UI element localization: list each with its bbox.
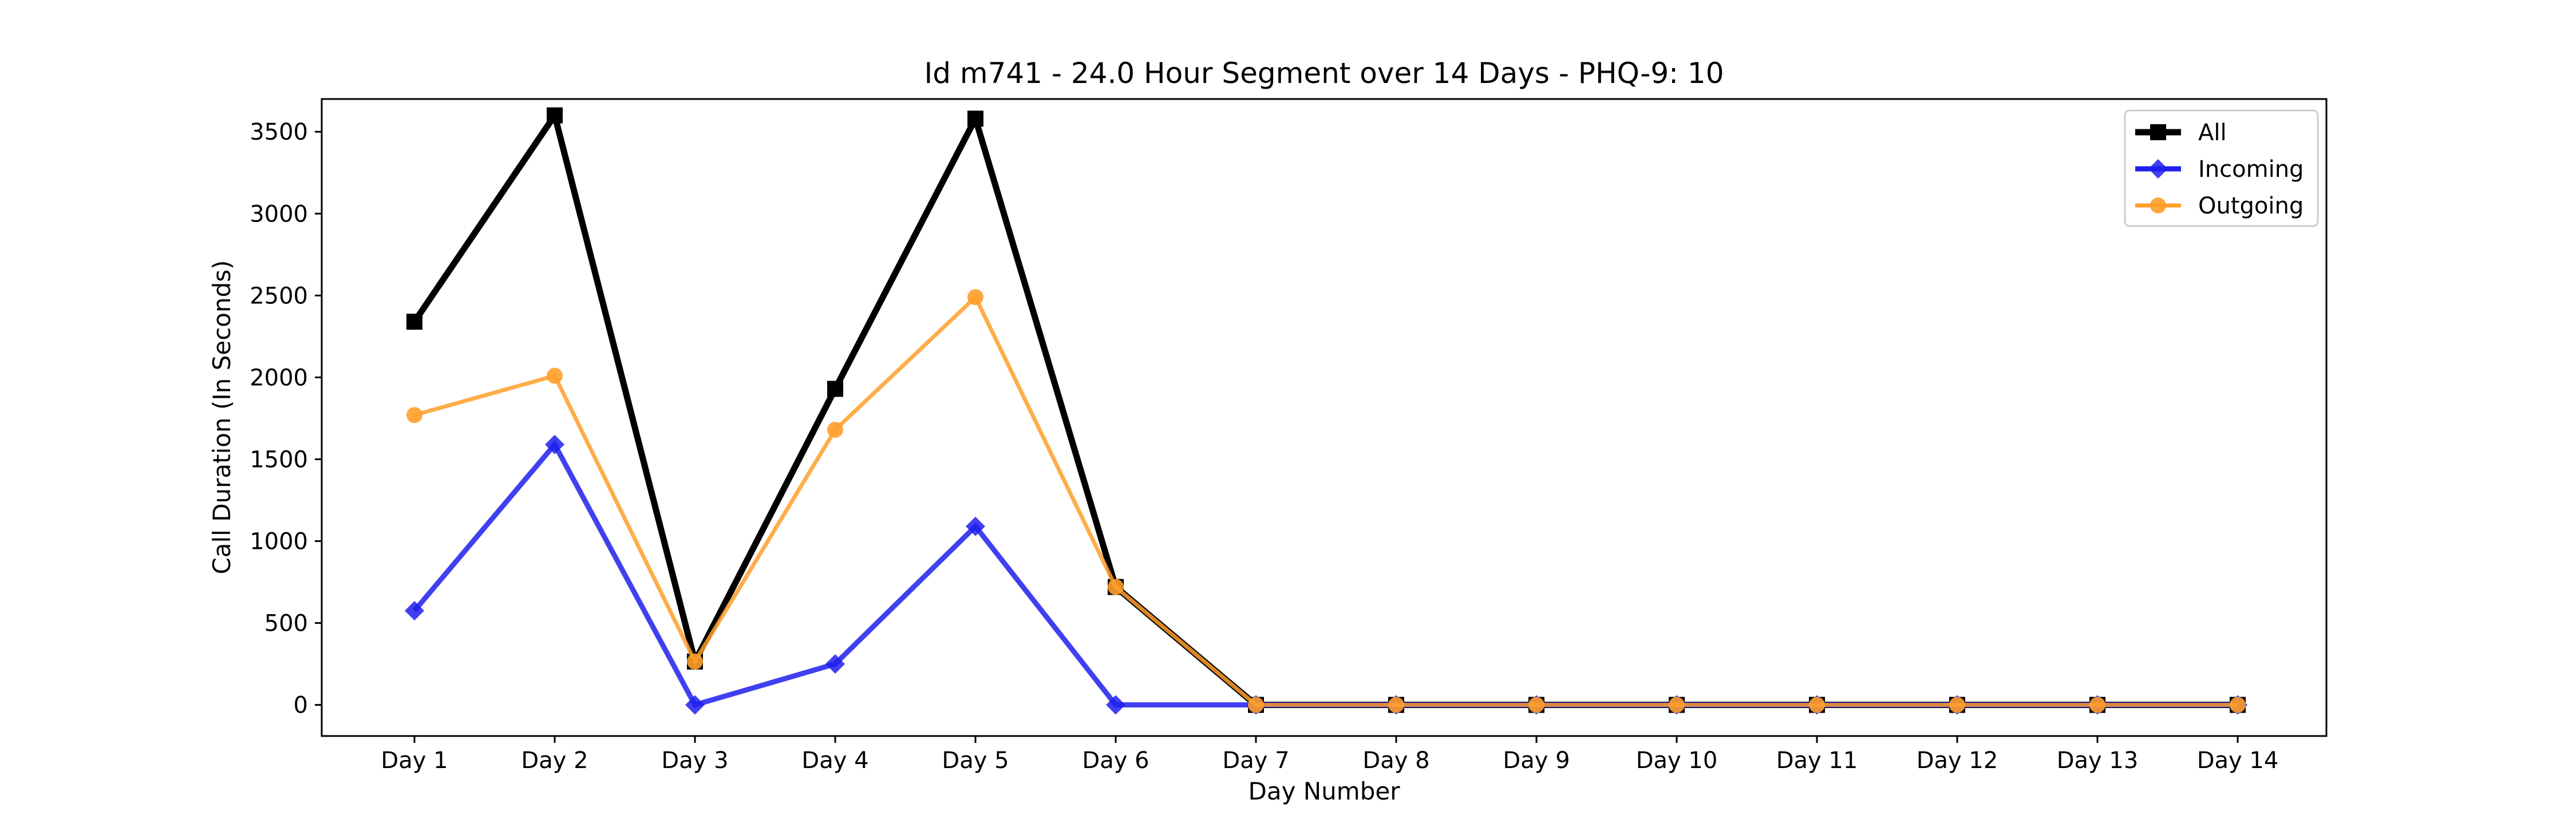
x-tick-label: Day 13 bbox=[2057, 747, 2139, 774]
data-point-outgoing bbox=[406, 407, 422, 424]
y-tick-label: 500 bbox=[264, 611, 308, 637]
y-axis-label: Call Duration (In Seconds) bbox=[208, 260, 236, 574]
data-point-all bbox=[547, 107, 563, 124]
data-point-outgoing bbox=[687, 653, 703, 670]
data-point-outgoing bbox=[827, 421, 843, 438]
data-point-outgoing bbox=[967, 289, 983, 306]
legend-label: Outgoing bbox=[2198, 193, 2304, 219]
legend-swatch-marker bbox=[2150, 197, 2166, 213]
y-tick-label: 3000 bbox=[250, 201, 308, 227]
x-tick-label: Day 6 bbox=[1082, 747, 1149, 774]
data-point-outgoing bbox=[1669, 697, 1685, 713]
legend-label: All bbox=[2198, 120, 2227, 146]
data-point-outgoing bbox=[1949, 697, 1965, 713]
x-tick-label: Day 4 bbox=[801, 747, 868, 774]
legend: All Incoming Outgoing bbox=[2124, 109, 2319, 227]
data-point-all bbox=[827, 381, 843, 397]
series-outgoing bbox=[406, 289, 2246, 713]
x-tick-label: Day 11 bbox=[1776, 747, 1858, 774]
chart-title: Id m741 - 24.0 Hour Segment over 14 Days… bbox=[924, 57, 1724, 90]
legend-entry-outgoing: Outgoing bbox=[2135, 193, 2304, 219]
legend-box bbox=[2124, 109, 2319, 227]
y-tick-label: 0 bbox=[294, 693, 308, 719]
x-tick-label: Day 5 bbox=[942, 747, 1009, 774]
plot-area bbox=[405, 107, 2247, 715]
data-point-incoming bbox=[545, 434, 564, 454]
series-line-outgoing bbox=[414, 294, 2238, 707]
y-tick-label: 1500 bbox=[250, 446, 308, 473]
series-all bbox=[406, 107, 2246, 713]
series-incoming bbox=[405, 434, 2247, 715]
x-axis: Day 1 Day 2 Day 3 Day 4 Day 5 Day 6 Day 7 Day 8… bbox=[381, 736, 2278, 774]
plot-frame bbox=[321, 98, 2328, 737]
series-line-all bbox=[412, 108, 2238, 709]
x-tick-label: Day 7 bbox=[1222, 747, 1289, 774]
data-point-incoming bbox=[405, 601, 424, 621]
data-point-all bbox=[967, 110, 983, 127]
data-point-outgoing bbox=[2230, 697, 2246, 713]
x-tick-label: Day 9 bbox=[1503, 747, 1570, 774]
y-axis: 0 500 1000 1500 2000 2500 3000 3500 bbox=[250, 119, 322, 719]
data-point-outgoing bbox=[2089, 697, 2105, 713]
x-tick-label: Day 14 bbox=[2197, 747, 2279, 774]
data-point-incoming bbox=[966, 516, 985, 536]
data-point-incoming bbox=[1106, 695, 1125, 715]
y-tick-label: 2000 bbox=[250, 365, 308, 391]
data-point-outgoing bbox=[1388, 697, 1404, 713]
legend-swatch-marker bbox=[2148, 159, 2168, 179]
legend-label: Incoming bbox=[2198, 156, 2304, 183]
x-tick-label: Day 12 bbox=[1917, 747, 1998, 774]
x-tick-label: Day 2 bbox=[521, 747, 588, 774]
data-point-outgoing bbox=[1248, 697, 1264, 713]
x-tick-label: Day 8 bbox=[1362, 747, 1429, 774]
y-tick-label: 3500 bbox=[250, 119, 308, 145]
data-point-outgoing bbox=[547, 367, 563, 384]
legend-swatch-marker bbox=[2150, 124, 2166, 140]
data-point-all bbox=[406, 314, 422, 330]
data-point-incoming bbox=[685, 695, 705, 715]
data-point-outgoing bbox=[1108, 579, 1124, 595]
data-point-incoming bbox=[825, 654, 845, 674]
x-tick-label: Day 1 bbox=[381, 747, 448, 774]
data-point-outgoing bbox=[1809, 697, 1825, 713]
x-axis-label: Day Number bbox=[1248, 777, 1400, 805]
legend-entry-all: All bbox=[2135, 120, 2227, 146]
data-point-outgoing bbox=[1528, 697, 1544, 713]
legend-entry-incoming: Incoming bbox=[2135, 156, 2304, 183]
y-tick-label: 1000 bbox=[250, 529, 308, 555]
y-tick-label: 2500 bbox=[250, 283, 308, 309]
x-tick-label: Day 3 bbox=[661, 747, 728, 774]
x-tick-label: Day 10 bbox=[1636, 747, 1718, 774]
